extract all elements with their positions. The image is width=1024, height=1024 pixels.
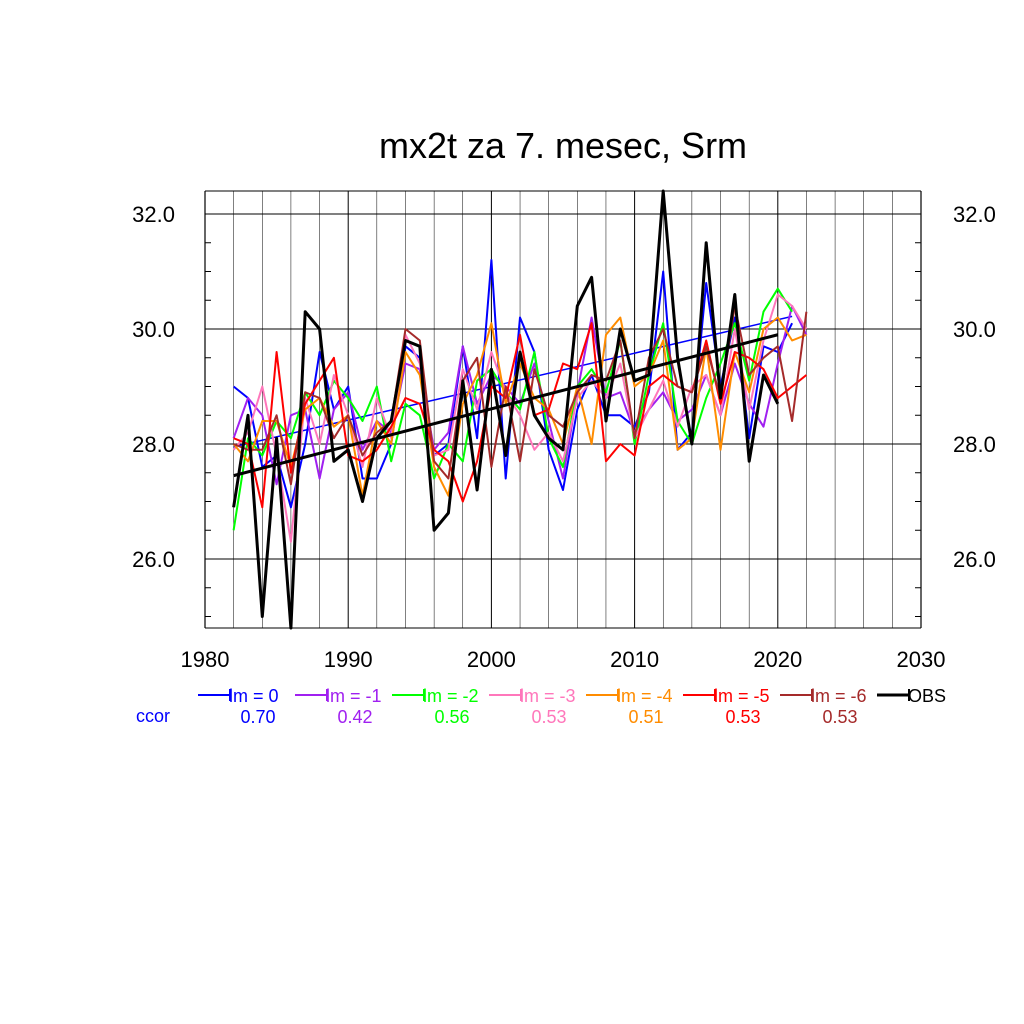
y-tick-label-right: 32.0 [953,202,996,227]
legend-series-name: lm = 0 [229,686,279,706]
y-tick-label-left: 30.0 [132,317,175,342]
legend-item-2: lm = -20.56 [392,686,479,727]
legend-ccor-value: 0.42 [337,707,372,727]
legend-ccor-value: 0.53 [725,707,760,727]
legend-item-6: lm = -60.53 [780,686,867,727]
x-tick-label: 2010 [610,647,659,672]
x-tick-label: 1990 [324,647,373,672]
legend-item-0: lm = 00.70 [198,686,279,727]
legend-item-3: lm = -30.53 [489,686,576,727]
legend-series-name: lm = -5 [714,686,770,706]
legend-ccor-value: 0.56 [434,707,469,727]
x-tick-label: 2030 [897,647,946,672]
legend-series-name: lm = -1 [326,686,382,706]
y-tick-label-right: 26.0 [953,547,996,572]
x-tick-label: 2000 [467,647,516,672]
legend-ccor-value: 0.51 [628,707,663,727]
series-line-3 [232,293,808,543]
x-tick-label: 2020 [753,647,802,672]
legend-ccor-value: 0.53 [531,707,566,727]
x-tick-label: 1980 [181,647,230,672]
legend-item-1: lm = -10.42 [295,686,382,727]
series-lines [232,189,808,630]
legend-series-name: lm = -4 [617,686,673,706]
y-tick-label-right: 30.0 [953,317,996,342]
y-tick-label-left: 26.0 [132,547,175,572]
legend-series-name: lm = -6 [811,686,867,706]
legend-ccor-value: 0.53 [822,707,857,727]
y-tick-label-right: 28.0 [953,432,996,457]
trend-line-7 [233,333,779,478]
legend-series-name: OBS [908,686,946,706]
legend-series-name: lm = -3 [520,686,576,706]
axes: 26.0 26.0 28.0 28.0 30.0 30.0 32.0 32.0 1980 1990… [132,190,996,672]
series-line-7 [232,189,780,630]
legend-item-5: lm = -50.53 [683,686,770,727]
ccor-label: ccor [136,706,170,726]
legend-series-name: lm = -2 [423,686,479,706]
legend-item-7: OBS [877,686,946,706]
y-tick-label-left: 32.0 [132,202,175,227]
y-tick-label-left: 28.0 [132,432,175,457]
legend-item-4: lm = -40.51 [586,686,673,727]
chart-title: mx2t za 7. mesec, Srm [379,125,747,166]
legend-ccor-value: 0.70 [240,707,275,727]
